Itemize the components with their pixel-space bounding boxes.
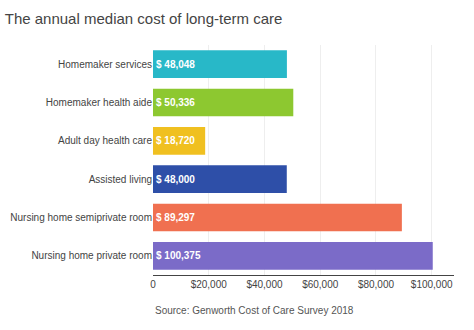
svg-text:Assisted living: Assisted living [89,174,152,185]
svg-text:0: 0 [150,279,156,290]
svg-text:Homemaker health aide: Homemaker health aide [46,97,153,108]
svg-text:Nursing home private room: Nursing home private room [31,250,152,261]
svg-text:Source: Genworth Cost of Care: Source: Genworth Cost of Care Survey 201… [155,305,354,316]
svg-text:$ 48,000: $ 48,000 [156,174,195,185]
svg-text:$ 100,375: $ 100,375 [156,250,201,261]
svg-text:$100,000: $100,000 [411,279,453,290]
svg-text:$60,000: $60,000 [302,279,339,290]
svg-text:$ 50,336: $ 50,336 [156,97,195,108]
svg-text:$ 18,720: $ 18,720 [156,135,195,146]
svg-text:$40,000: $40,000 [246,279,283,290]
svg-text:$80,000: $80,000 [358,279,395,290]
svg-text:$ 48,048: $ 48,048 [156,59,195,70]
svg-text:Adult day health care: Adult day health care [58,135,152,146]
svg-text:$ 89,297: $ 89,297 [156,212,195,223]
svg-text:Nursing home semiprivate room: Nursing home semiprivate room [10,212,152,223]
svg-text:$20,000: $20,000 [191,279,228,290]
svg-text:Homemaker services: Homemaker services [58,59,152,70]
svg-text:The annual median cost of long: The annual median cost of long-term care [5,10,283,27]
